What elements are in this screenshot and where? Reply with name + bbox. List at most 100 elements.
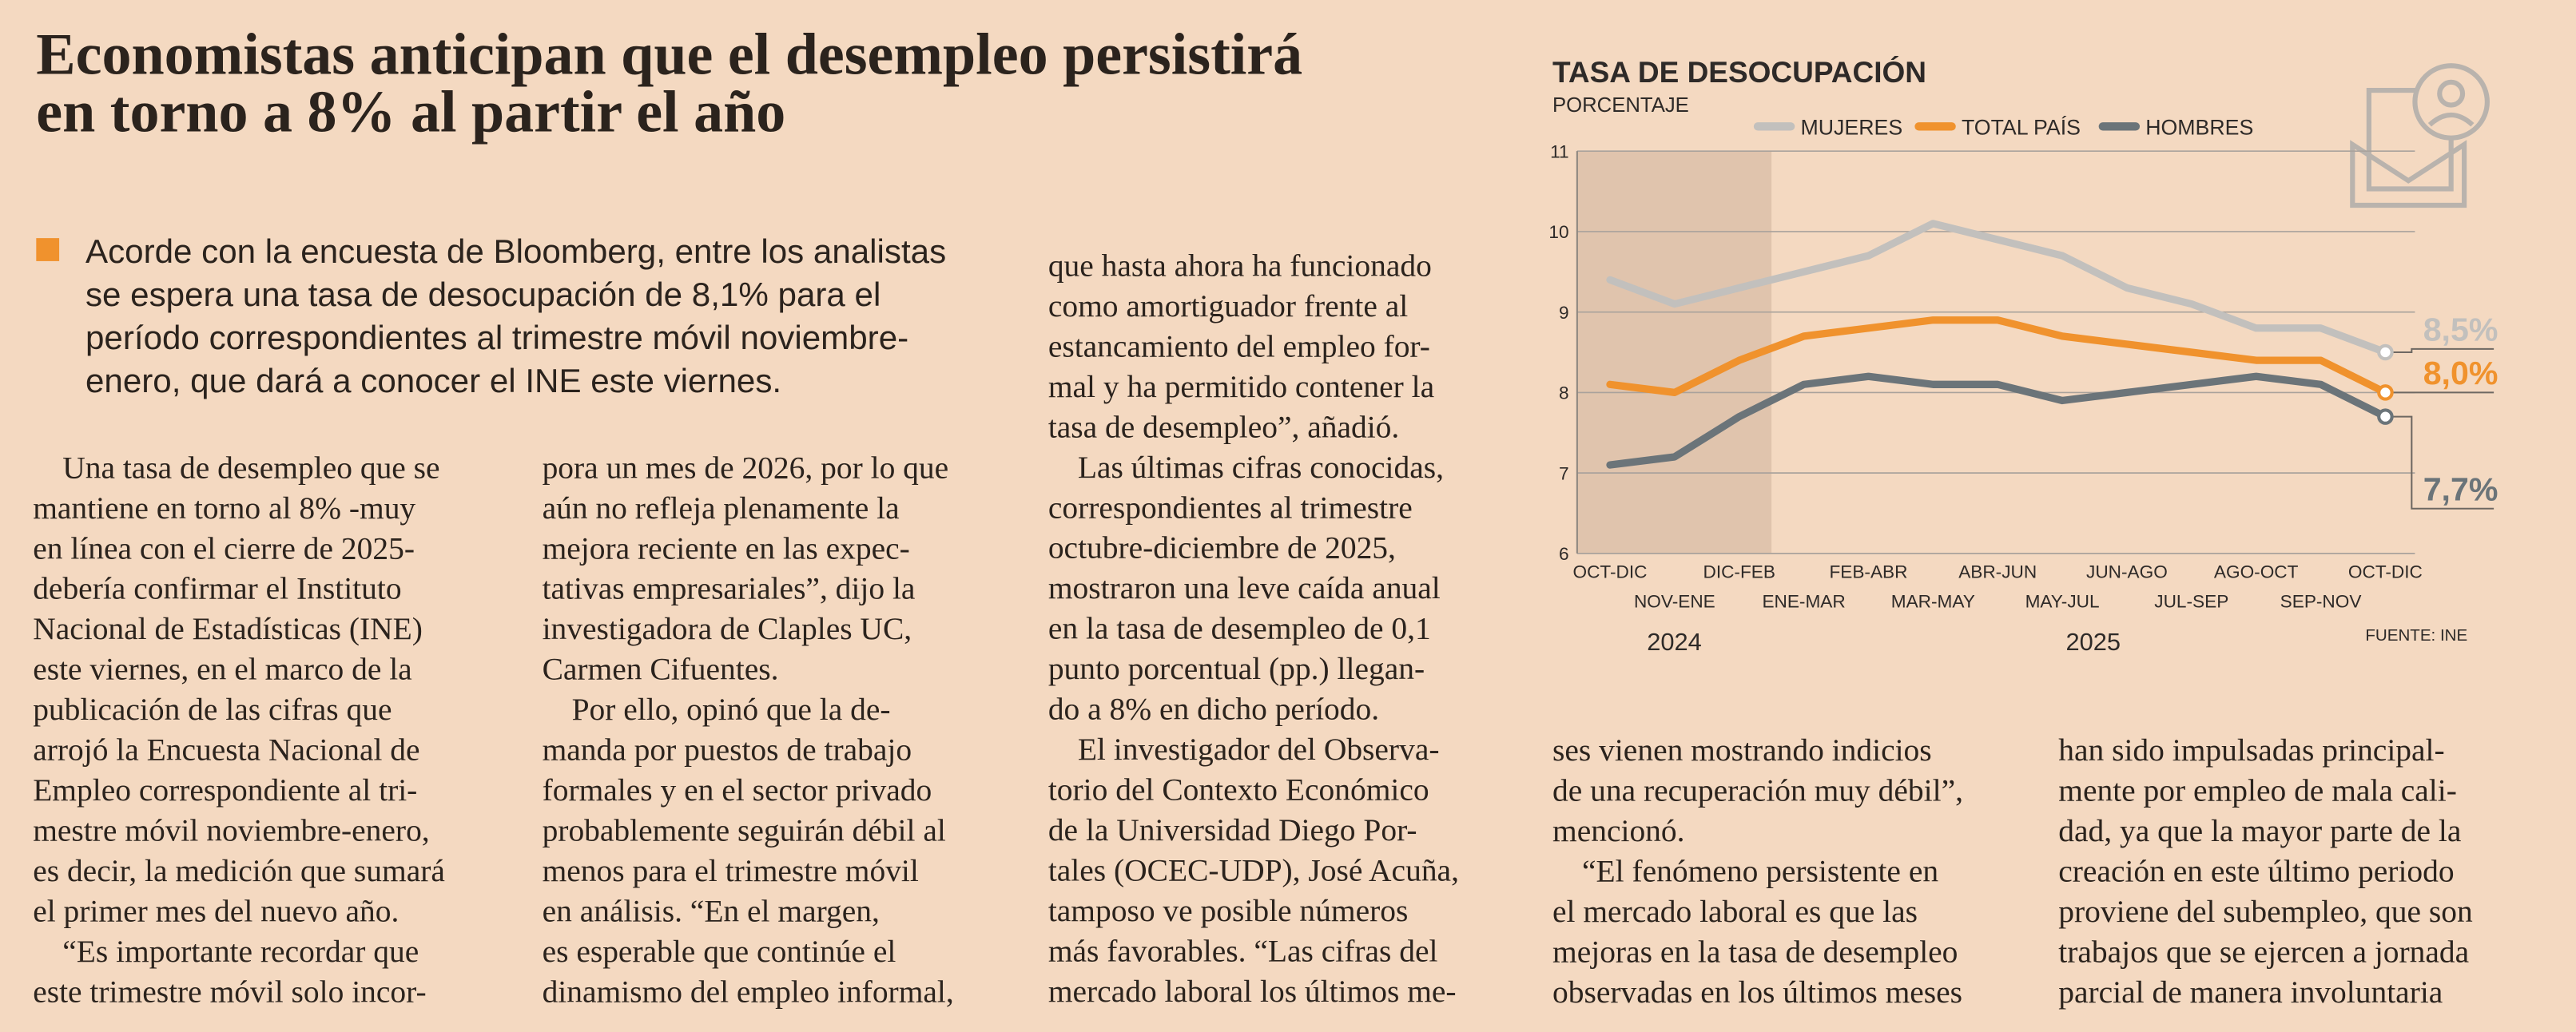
- body-line: menos para el trimestre móvil: [543, 853, 919, 888]
- series-line: [1606, 316, 2390, 397]
- icon-envelope: [2350, 140, 2467, 208]
- body-line: manda por puestos de trabajo: [543, 732, 912, 768]
- lead-line: período correspondientes al trimestre mó…: [85, 319, 908, 356]
- body-line: tales (OCEC-UDP), José Acuña,: [1048, 853, 1459, 888]
- body-line: mejoras en la tasa de desempleo: [1552, 934, 1958, 969]
- x-tick-label: SEP-NOV: [2280, 592, 2362, 612]
- body-line: Por ello, opinó que la de-: [572, 692, 891, 727]
- body-line: debería confirmar el Instituto: [33, 571, 401, 606]
- body-line: arrojó la Encuesta Nacional de: [33, 732, 419, 768]
- body-line: han sido impulsadas principal-: [2058, 732, 2444, 768]
- legend-label: TOTAL PAÍS: [1962, 116, 2081, 140]
- x-tick-label: MAR-MAY: [1891, 592, 1975, 612]
- x-tick-label: OCT-DIC: [1573, 562, 1648, 582]
- y-tick-label: 6: [1559, 544, 1569, 564]
- body-line: mostraron una leve caída anual: [1048, 570, 1441, 605]
- end-value-label: 7,7%: [2423, 470, 2498, 507]
- label-leader: [2385, 347, 2495, 354]
- body-line: publicación de las cifras que: [33, 692, 392, 727]
- end-point: [2377, 343, 2394, 361]
- shaded-period: [1576, 151, 1772, 554]
- x-tick-label: JUL-SEP: [2154, 592, 2228, 612]
- body-line: trabajos que se ejercen a jornada: [2058, 934, 2469, 969]
- body-line: aún no refleja plenamente la: [543, 490, 900, 526]
- body-line: parcial de manera involuntaria: [2058, 974, 2443, 1010]
- lead-line: se espera una tasa de desocupación de 8,…: [85, 276, 881, 313]
- body-line: es decir, la medición que sumará: [33, 853, 445, 888]
- x-tick-label: JUN-AGO: [2086, 562, 2168, 582]
- body-line: dinamismo del empleo informal,: [543, 974, 954, 1009]
- body-line: más favorables. “Las cifras del: [1048, 933, 1438, 968]
- icon-body: [2427, 112, 2475, 127]
- body-line: es esperable que continúe el: [543, 934, 896, 969]
- chart-subtitle: PORCENTAJE: [1552, 94, 1689, 117]
- icon-head: [2437, 79, 2466, 108]
- body-line: Carmen Cifuentes.: [543, 652, 779, 687]
- y-tick-label: 11: [1550, 141, 1568, 161]
- body-line: como amortiguador frente al: [1048, 288, 1408, 323]
- body-line: el primer mes del nuevo año.: [33, 894, 399, 929]
- body-line: tativas empresariales”, dijo la: [543, 571, 916, 606]
- body-line: “Es importante recordar que: [62, 934, 419, 969]
- body-line: mercado laboral los últimos me-: [1048, 974, 1457, 1009]
- body-line: mal y ha permitido contener la: [1048, 369, 1434, 404]
- legend-label: MUJERES: [1800, 116, 1902, 140]
- body-line: mestre móvil noviembre-enero,: [33, 813, 429, 848]
- year-label: 2025: [2065, 628, 2121, 656]
- body-line: de una recuperación muy débil”,: [1552, 772, 1963, 808]
- x-tick-label: AGO-OCT: [2214, 562, 2299, 582]
- body-line: Una tasa de desempleo que se: [62, 450, 439, 485]
- x-tick-label: NOV-ENE: [1634, 592, 1715, 612]
- body-line: estancamiento del empleo for-: [1048, 328, 1430, 363]
- body-line: do a 8% en dicho período.: [1048, 692, 1379, 727]
- label-leader: [2385, 415, 2495, 510]
- body-line: pora un mes de 2026, por lo que: [543, 450, 949, 485]
- y-tick-label: 7: [1559, 463, 1569, 483]
- body-line: probablemente seguirán débil al: [543, 813, 946, 848]
- lead-bullet: [36, 238, 60, 261]
- body-line: mantiene en torno al 8% -muy: [33, 490, 415, 526]
- body-line: este viernes, en el marco de la: [33, 652, 411, 687]
- body-line: punto porcentual (pp.) llegan-: [1048, 651, 1425, 686]
- body-line: mente por empleo de mala cali-: [2058, 772, 2457, 808]
- lead-line: Acorde con la encuesta de Bloomberg, ent…: [85, 232, 946, 270]
- x-tick-label: DIC-FEB: [1703, 562, 1775, 582]
- body-line: Nacional de Estadísticas (INE): [33, 611, 423, 646]
- body-line: observadas en los últimos meses: [1552, 974, 1962, 1010]
- chart-title: TASA DE DESOCUPACIÓN: [1552, 55, 1926, 89]
- y-tick-label: 8: [1559, 383, 1569, 403]
- body-line: formales y en el sector privado: [543, 772, 932, 808]
- icon-circle: [2412, 63, 2490, 141]
- body-line: mencionó.: [1552, 813, 1685, 848]
- body-line: Las últimas cifras conocidas,: [1078, 450, 1444, 485]
- headline-line: Economistas anticipan que el desempleo p…: [36, 22, 1302, 88]
- body-line: proviene del subempleo, que son: [2058, 894, 2473, 929]
- legend-label: HOMBRES: [2145, 116, 2253, 140]
- body-line: octubre-diciembre de 2025,: [1048, 530, 1396, 566]
- body-line: en la tasa de desempleo de 0,1: [1048, 611, 1431, 646]
- icon: [2350, 63, 2490, 208]
- x-tick-label: FEB-ABR: [1829, 562, 1907, 582]
- end-point: [2377, 408, 2394, 425]
- body-line: el mercado laboral es que las: [1552, 894, 1918, 929]
- end-point: [2377, 384, 2394, 401]
- body-line: Empleo correspondiente al tri-: [33, 772, 417, 808]
- x-tick-label: ABR-JUN: [1958, 562, 2037, 582]
- body-line: mejora reciente en las expec-: [543, 530, 910, 566]
- lead-line: enero, que dará a conocer el INE este vi…: [85, 362, 781, 399]
- year-label: 2024: [1647, 628, 1702, 656]
- body-line: correspondientes al trimestre: [1048, 490, 1413, 525]
- body-line: torio del Contexto Económico: [1048, 772, 1429, 808]
- body-line: dad, ya que la mayor parte de la: [2058, 813, 2461, 848]
- body-line: creación en este último periodo: [2058, 853, 2454, 888]
- chart-source: FUENTE: INE: [2365, 626, 2467, 645]
- body-line: investigadora de Claples UC,: [543, 611, 912, 646]
- x-tick-label: MAY-JUL: [2025, 592, 2100, 612]
- body-line: tamposo ve posible números: [1048, 893, 1409, 928]
- body-line: este trimestre móvil solo incor-: [33, 974, 426, 1009]
- body-line: en línea con el cierre de 2025-: [33, 530, 415, 566]
- body-line: ses vienen mostrando indicios: [1552, 732, 1932, 768]
